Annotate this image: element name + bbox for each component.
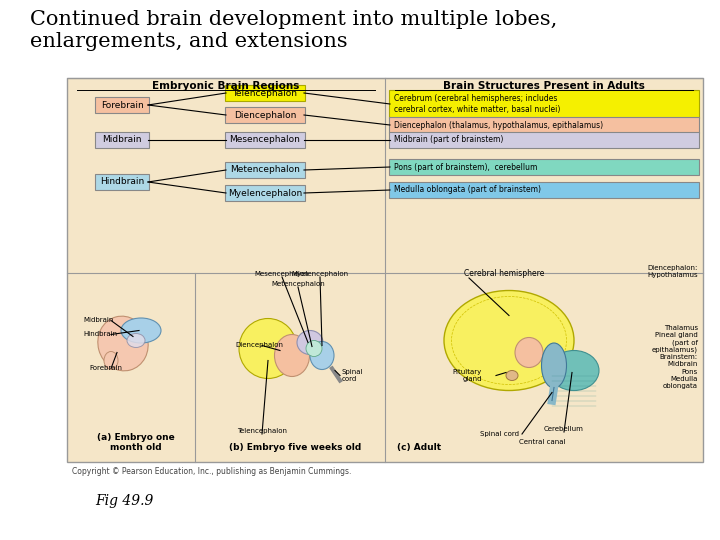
Text: Mesencephalon: Mesencephalon [255, 271, 310, 277]
Text: Fig 49.9: Fig 49.9 [95, 494, 153, 508]
Ellipse shape [274, 334, 310, 376]
Text: Forebrain: Forebrain [101, 100, 143, 110]
FancyBboxPatch shape [95, 97, 149, 113]
Text: Embryonic Brain Regions: Embryonic Brain Regions [153, 81, 300, 91]
Ellipse shape [104, 352, 118, 369]
Text: Thalamus: Thalamus [664, 326, 698, 332]
Text: Hindbrain: Hindbrain [83, 332, 117, 338]
Text: Midbrain: Midbrain [102, 136, 142, 145]
Text: Diencephalon: Diencephalon [234, 111, 296, 119]
Text: Continued brain development into multiple lobes,: Continued brain development into multipl… [30, 10, 557, 29]
Text: Forebrain: Forebrain [89, 366, 122, 372]
Text: Diencephalon:
Hypothalamus: Diencephalon: Hypothalamus [647, 265, 698, 278]
FancyBboxPatch shape [95, 132, 149, 148]
Text: Hindbrain: Hindbrain [100, 178, 144, 186]
FancyBboxPatch shape [389, 132, 699, 148]
Text: Pons (part of brainstem),  cerebellum: Pons (part of brainstem), cerebellum [394, 163, 537, 172]
Text: Cerebrum (cerebral hemispheres; includes
cerebral cortex, white matter, basal nu: Cerebrum (cerebral hemispheres; includes… [394, 94, 560, 114]
Ellipse shape [506, 370, 518, 381]
FancyBboxPatch shape [389, 182, 699, 198]
Text: Metencephalon: Metencephalon [271, 281, 325, 287]
Ellipse shape [297, 330, 323, 354]
FancyBboxPatch shape [225, 107, 305, 123]
Ellipse shape [515, 338, 543, 368]
Text: Copyright © Pearson Education, Inc., publishing as Benjamin Cummings.: Copyright © Pearson Education, Inc., pub… [72, 467, 351, 476]
Text: Spinal cord: Spinal cord [480, 431, 519, 437]
Text: Pituitary
gland: Pituitary gland [453, 369, 482, 382]
Ellipse shape [98, 316, 148, 371]
Text: Central canal: Central canal [518, 439, 565, 445]
FancyBboxPatch shape [225, 162, 305, 178]
Ellipse shape [549, 350, 599, 390]
Text: Midbrain (part of brainstem): Midbrain (part of brainstem) [394, 136, 503, 145]
Ellipse shape [306, 341, 322, 356]
Text: Pons: Pons [682, 369, 698, 375]
FancyBboxPatch shape [389, 90, 699, 118]
Text: (c) Adult: (c) Adult [397, 443, 441, 452]
FancyBboxPatch shape [389, 159, 699, 175]
FancyBboxPatch shape [389, 117, 699, 133]
Text: (b) Embryo five weeks old: (b) Embryo five weeks old [229, 443, 361, 452]
Text: Diencephalon: Diencephalon [235, 342, 283, 348]
Ellipse shape [239, 319, 297, 379]
FancyBboxPatch shape [225, 132, 305, 148]
Text: (a) Embryo one
month old: (a) Embryo one month old [97, 433, 175, 452]
Text: enlargements, and extensions: enlargements, and extensions [30, 32, 348, 51]
Ellipse shape [121, 318, 161, 343]
Text: Metencephalon: Metencephalon [230, 165, 300, 174]
Text: Spinal
cord: Spinal cord [342, 369, 364, 382]
Text: Mesencephalon: Mesencephalon [230, 136, 300, 145]
Text: Cerebral hemisphere: Cerebral hemisphere [464, 269, 544, 278]
FancyBboxPatch shape [67, 78, 703, 462]
Text: Cerebellum: Cerebellum [544, 426, 584, 432]
Text: Myelencephalon: Myelencephalon [228, 188, 302, 198]
Ellipse shape [541, 343, 567, 388]
FancyBboxPatch shape [95, 174, 149, 190]
Text: Midbrain: Midbrain [83, 318, 113, 323]
Text: Diencephalon (thalamus, hypothalamus, epithalamus): Diencephalon (thalamus, hypothalamus, ep… [394, 120, 603, 130]
Ellipse shape [127, 334, 145, 348]
FancyBboxPatch shape [225, 85, 305, 101]
Text: Brain Structures Present in Adults: Brain Structures Present in Adults [443, 81, 645, 91]
Text: Brainstem:
Midbrain: Brainstem: Midbrain [660, 354, 698, 367]
Text: Telencephalon: Telencephalon [237, 428, 287, 434]
Ellipse shape [444, 291, 574, 390]
Text: Myelencephalon: Myelencephalon [292, 271, 348, 277]
Ellipse shape [310, 341, 334, 369]
Text: Medulla oblongata (part of brainstem): Medulla oblongata (part of brainstem) [394, 186, 541, 194]
Text: Telencephalon: Telencephalon [233, 89, 297, 98]
Text: Medulla
oblongata: Medulla oblongata [663, 376, 698, 389]
Text: Pineal gland
(part of
epithalamus): Pineal gland (part of epithalamus) [652, 332, 698, 353]
FancyBboxPatch shape [225, 185, 305, 201]
